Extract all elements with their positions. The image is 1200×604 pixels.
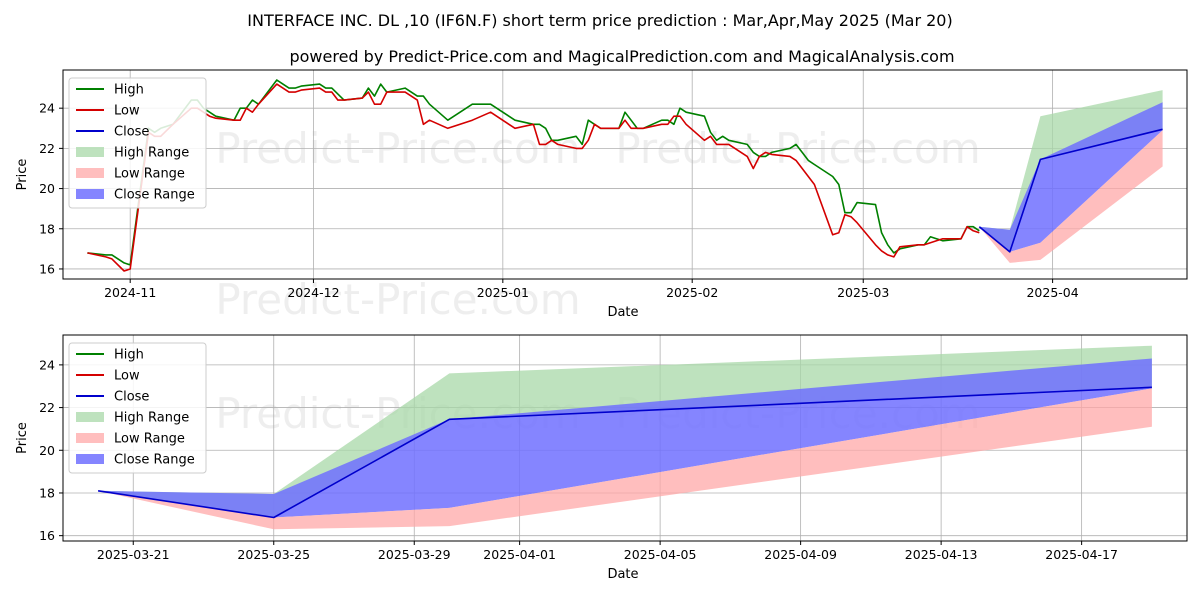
- legend-label-high: High: [114, 83, 144, 98]
- legend-label-low: Low: [114, 104, 140, 119]
- legend-swatch-close-range: [76, 189, 104, 199]
- watermark-text: Predict-Price.com: [215, 275, 580, 324]
- legend: High Low Close High Range Low Range Close Ran…: [68, 77, 207, 209]
- x-tick-label: 2025-03-25: [237, 547, 310, 562]
- legend-label-close-range: Close Range: [114, 453, 195, 468]
- legend-label-low-range: Low Range: [114, 167, 185, 182]
- legend-label-close: Close: [114, 390, 149, 405]
- plot-frame: [62, 69, 1188, 280]
- x-tick-label: 2024-11: [104, 285, 156, 300]
- y-tick-label: 22: [39, 141, 55, 156]
- band-close-range: [98, 358, 1152, 518]
- x-tick-label: 2025-04-17: [1045, 547, 1118, 562]
- series-line-close: [97, 386, 1152, 519]
- y-tick-label: 18: [39, 485, 55, 500]
- legend-swatch-high-range: [76, 147, 104, 157]
- y-tick-label: 18: [39, 221, 55, 236]
- plot-frame: [62, 334, 1188, 542]
- band-low-range: [98, 388, 1152, 530]
- y-tick-label: 20: [39, 181, 55, 196]
- y-tick-label: 24: [39, 101, 55, 116]
- legend-label-close-range: Close Range: [114, 188, 195, 203]
- y-tick-label: 20: [39, 443, 55, 458]
- price-history-panel: Predict-Price.com Predict-Price.comPredic…: [15, 69, 1188, 324]
- legend-label-low-range: Low Range: [114, 432, 185, 447]
- chart-title: INTERFACE INC. DL ,10 (IF6N.F) short ter…: [247, 11, 952, 30]
- legend-label-low: Low: [114, 369, 140, 384]
- series-line-close: [978, 128, 1163, 253]
- x-tick-label: 2025-03: [837, 285, 889, 300]
- x-tick-label: 2025-01: [477, 285, 529, 300]
- x-tick-label: 2025-03-21: [97, 547, 170, 562]
- x-tick-label: 2025-04: [1026, 285, 1078, 300]
- chart-subtitle: powered by Predict-Price.com and Magical…: [289, 47, 954, 66]
- legend-swatch-low-range: [76, 433, 104, 443]
- x-tick-label: 2025-04-05: [624, 547, 697, 562]
- y-axis-label: Price: [15, 159, 30, 191]
- x-tick-label: 2025-04-09: [764, 547, 837, 562]
- legend-label-high: High: [114, 348, 144, 363]
- x-tick-label: 2025-02: [666, 285, 718, 300]
- legend-label-high-range: High Range: [114, 146, 189, 161]
- series-line-low: [87, 83, 980, 272]
- legend-swatch-low-range: [76, 168, 104, 178]
- band-close-range: [979, 102, 1163, 252]
- y-axis-label: Price: [15, 422, 30, 454]
- y-tick-label: 16: [39, 261, 55, 276]
- y-tick-label: 24: [39, 357, 55, 372]
- y-tick-label: 16: [39, 528, 55, 543]
- x-tick-label: 2024-12: [287, 285, 339, 300]
- legend-swatch-high-range: [76, 412, 104, 422]
- x-axis-label: Date: [607, 567, 638, 582]
- legend-label-high-range: High Range: [114, 411, 189, 426]
- band-low-range: [979, 130, 1163, 263]
- x-tick-label: 2025-03-29: [378, 547, 451, 562]
- series-line-high: [87, 79, 980, 266]
- x-tick-label: 2025-04-13: [905, 547, 978, 562]
- prediction-zoom-panel: Predict-Price.comPredict-Price.com2025-0…: [15, 334, 1188, 582]
- y-tick-label: 22: [39, 400, 55, 415]
- legend-label-close: Close: [114, 125, 149, 140]
- x-axis-label: Date: [607, 305, 638, 320]
- legend: High Low Close High Range Low Range Close Ran…: [68, 342, 207, 474]
- legend-swatch-close-range: [76, 454, 104, 464]
- x-tick-label: 2025-04-01: [483, 547, 556, 562]
